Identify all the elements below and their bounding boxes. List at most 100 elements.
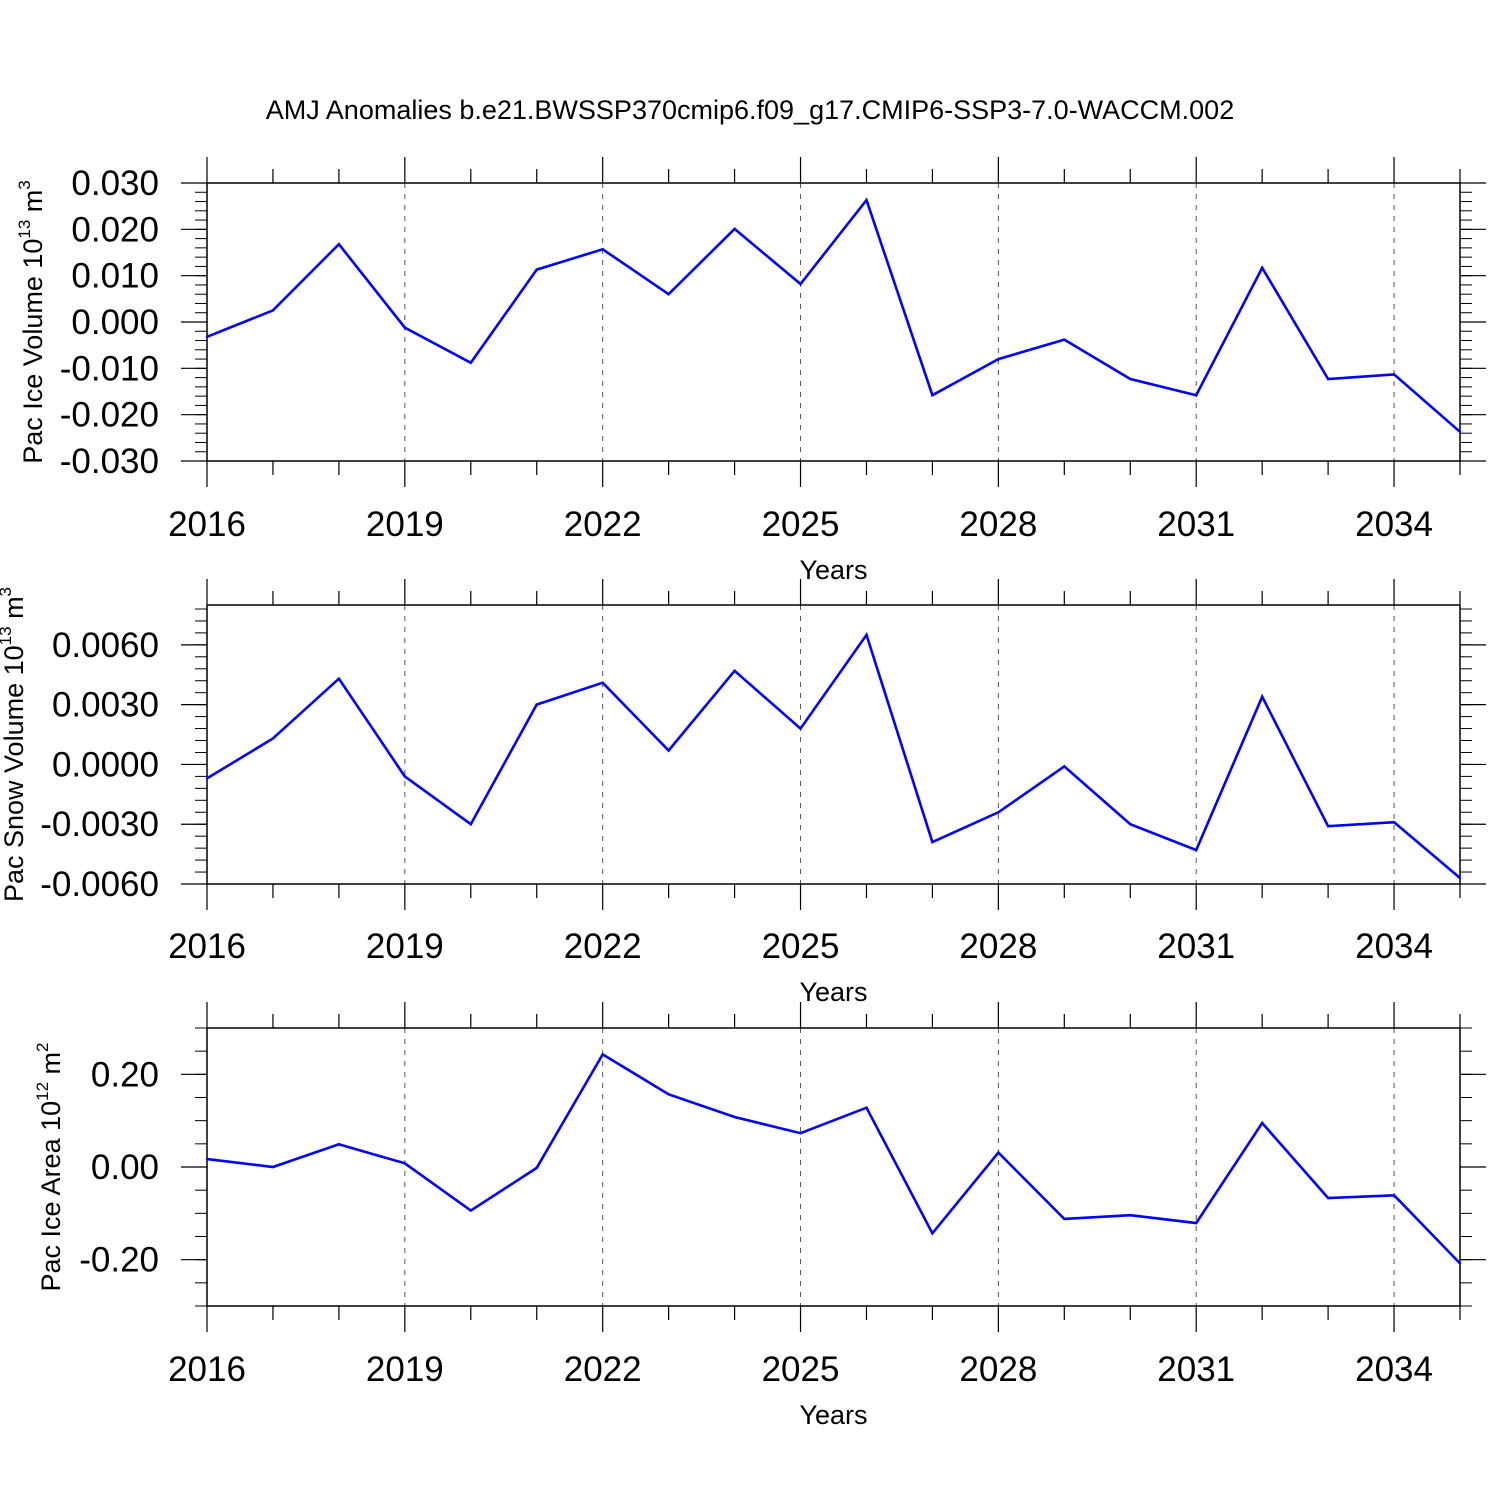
x-tick-label: 2016: [168, 1350, 246, 1389]
data-point: [205, 777, 209, 780]
x-tick-label: 2028: [959, 505, 1037, 544]
x-tick-label: 2016: [168, 927, 246, 966]
data-point: [733, 1115, 736, 1119]
y-axis-label-sup: 13: [0, 626, 15, 645]
data-point: [1195, 1221, 1198, 1225]
y-axis-label-text: Pac Ice Area 10: [36, 1101, 66, 1292]
data-point: [1063, 1217, 1066, 1221]
y-axis-label-unit-sup: 3: [15, 180, 34, 189]
figure-title: AMJ Anomalies b.e21.BWSSP370cmip6.f09_g1…: [266, 95, 1234, 125]
data-point: [271, 737, 275, 740]
x-axis-label: Years: [799, 977, 867, 1007]
data-point: [997, 811, 1000, 814]
data-point: [997, 1151, 1000, 1154]
y-tick-label: 0.010: [71, 257, 159, 296]
data-point: [667, 749, 670, 752]
y-tick-label: 0.0030: [52, 686, 159, 725]
data-point: [601, 248, 604, 251]
x-tick-label: 2019: [366, 1350, 444, 1389]
x-axis-label: Years: [799, 555, 867, 585]
x-tick-label: 2019: [366, 927, 444, 966]
data-point: [1129, 823, 1132, 826]
x-tick-label: 2025: [762, 1350, 840, 1389]
x-tick-label: 2022: [564, 505, 642, 544]
y-axis-label-unit: m: [0, 596, 29, 626]
y-axis-label-unit-sup: 2: [33, 1042, 52, 1051]
data-point: [1129, 1213, 1132, 1217]
data-point: [931, 394, 934, 397]
x-tick-label: 2022: [564, 927, 642, 966]
x-tick-label: 2034: [1355, 927, 1433, 966]
x-tick-label: 2031: [1157, 505, 1235, 544]
data-point: [469, 1209, 472, 1212]
x-tick-label: 2031: [1157, 927, 1235, 966]
series-line: [206, 1052, 1461, 1265]
data-point: [1195, 848, 1198, 852]
data-point: [403, 326, 407, 329]
data-point: [1392, 821, 1396, 824]
data-point: [337, 242, 341, 246]
data-point: [469, 823, 472, 826]
series-line: [206, 632, 1461, 879]
x-tick-label: 2025: [762, 927, 840, 966]
y-tick-label: -0.030: [60, 442, 159, 481]
data-point: [535, 268, 538, 271]
y-axis-label-unit: m: [18, 190, 48, 220]
y-axis-label: Pac Ice Area 1012 m2: [33, 1042, 66, 1291]
data-point: [799, 727, 802, 730]
data-point: [1063, 765, 1066, 768]
y-axis-label-text: Pac Ice Volume 10: [18, 239, 48, 464]
y-tick-label: -0.020: [60, 396, 159, 435]
data-point: [601, 1053, 604, 1056]
y-axis-label-text: Pac Snow Volume 10: [0, 645, 29, 902]
data-point: [601, 681, 604, 684]
data-point: [667, 1093, 670, 1096]
data-point: [733, 227, 736, 231]
data-point: [931, 840, 934, 844]
data-point: [403, 775, 407, 778]
series-line: [206, 197, 1461, 433]
y-axis-label-unit: m: [36, 1052, 66, 1082]
data-point: [997, 357, 1000, 361]
y-axis-label-sup: 13: [15, 220, 34, 239]
x-tick-label: 2034: [1355, 505, 1433, 544]
data-point: [799, 282, 802, 286]
data-point: [337, 677, 341, 680]
data-point: [1063, 338, 1066, 341]
y-tick-label: 0.000: [71, 303, 159, 342]
y-tick-label: -0.20: [79, 1241, 159, 1280]
data-point: [205, 335, 209, 339]
x-tick-label: 2031: [1157, 1350, 1235, 1389]
y-tick-label: -0.010: [60, 349, 159, 388]
data-point: [205, 1157, 209, 1161]
panel-1: 2016 2019 2022 2025 2028 2031 2034 -0.030 -0.020…: [15, 157, 1486, 585]
data-point: [1195, 394, 1198, 397]
y-axis-label-sup: 12: [33, 1082, 52, 1101]
data-point: [865, 1106, 868, 1109]
panel-3: 2016 2019 2022 2025 2028 2031 2034 -0.20 0.00 0.2…: [33, 1002, 1486, 1430]
data-point: [1326, 825, 1330, 828]
x-tick-label: 2016: [168, 505, 246, 544]
y-axis-label: Pac Snow Volume 1013 m3: [0, 587, 29, 902]
x-tick-label: 2022: [564, 1350, 642, 1389]
y-tick-label: -0.0060: [40, 865, 159, 904]
data-point: [799, 1131, 802, 1135]
data-point: [667, 293, 670, 296]
data-point: [865, 633, 868, 637]
data-point: [1129, 377, 1132, 381]
x-tick-label: 2025: [762, 505, 840, 544]
y-tick-label: 0.00: [91, 1148, 159, 1187]
data-point: [1458, 430, 1462, 434]
y-tick-label: 0.030: [71, 164, 159, 203]
x-tick-label: 2034: [1355, 1350, 1433, 1389]
y-tick-label: -0.0030: [40, 805, 159, 844]
y-tick-label: 0.0000: [52, 745, 159, 784]
y-axis-label: Pac Ice Volume 1013 m3: [15, 180, 48, 464]
y-axis-label-unit-sup: 3: [0, 587, 15, 596]
data-point: [733, 669, 736, 672]
data-point: [271, 1165, 275, 1169]
data-point: [1260, 266, 1264, 269]
data-point: [1260, 1121, 1264, 1125]
y-tick-label: 0.020: [71, 210, 159, 249]
